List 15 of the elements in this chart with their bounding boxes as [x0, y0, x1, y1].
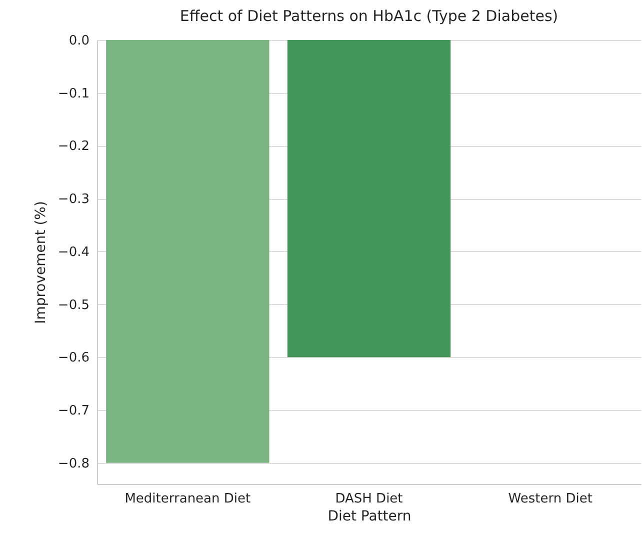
x-tick-label: DASH Diet [335, 492, 403, 506]
y-tick-label: −0.1 [58, 86, 90, 102]
y-tick-label: 0.0 [68, 34, 90, 48]
y-tick-label: −0.3 [58, 192, 90, 208]
y-tick-label: −0.5 [58, 298, 90, 313]
x-tick-label: Western Diet [508, 492, 592, 506]
x-tick-label: Mediterranean Diet [124, 492, 251, 506]
y-tick-label: −0.8 [58, 456, 90, 472]
chart-title: Effect of Diet Patterns on HbA1c (Type 2 Diabetes) [180, 7, 558, 25]
x-axis-title: Diet Pattern [328, 508, 412, 524]
y-tick-label: −0.2 [58, 139, 90, 154]
y-tick-label: −0.7 [58, 404, 90, 418]
y-axis-title: Improvement (%) [32, 201, 49, 324]
y-tick-label: −0.4 [58, 244, 90, 260]
y-tick-label: −0.6 [58, 350, 90, 366]
